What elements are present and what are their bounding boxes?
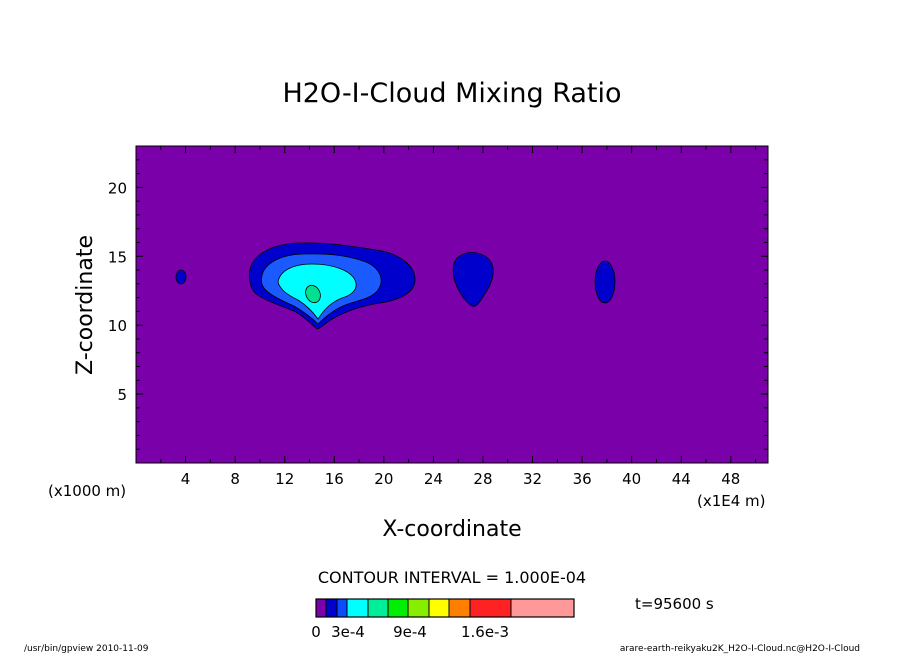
colorbar-swatch bbox=[336, 598, 348, 618]
colorbar-swatch bbox=[510, 598, 575, 618]
x-axis-ticks: 4 8 12 16 20 24 28 32 36 40 44 48 bbox=[160, 146, 757, 488]
plot-area bbox=[135, 145, 769, 464]
x-tick-label: 12 bbox=[275, 470, 294, 488]
y-tick-label: 10 bbox=[108, 317, 127, 335]
footer-right: arare-earth-reikyaku2K_H2O-I-Cloud.nc@H2… bbox=[620, 644, 860, 654]
plot-frame bbox=[135, 145, 769, 464]
contour-level-1-cloud-x38 bbox=[594, 260, 616, 304]
plot-background bbox=[136, 146, 768, 463]
colorbar-swatch bbox=[367, 598, 389, 618]
colorbar-swatch bbox=[469, 598, 512, 618]
x-tick-label: 32 bbox=[523, 470, 542, 488]
y-axis-label: Z-coordinate bbox=[73, 235, 98, 375]
x-tick-label: 48 bbox=[721, 470, 740, 488]
y-axis-ticks: 5 10 15 20 bbox=[108, 145, 768, 450]
colorbar-label: 0 bbox=[311, 623, 321, 641]
x-tick-label: 36 bbox=[573, 470, 592, 488]
colorbar-swatch bbox=[387, 598, 409, 618]
colorbar-swatch bbox=[315, 598, 327, 618]
colorbar-labels: 0 3e-4 9e-4 1.6e-3 bbox=[311, 623, 509, 641]
x-tick-label: 4 bbox=[181, 470, 191, 488]
x-tick-label: 28 bbox=[473, 470, 492, 488]
colorbar-label: 3e-4 bbox=[331, 623, 365, 641]
colorbar-swatch bbox=[448, 598, 471, 618]
y-tick-label: 5 bbox=[117, 386, 127, 404]
x-tick-label: 24 bbox=[424, 470, 443, 488]
x-axis-label: X-coordinate bbox=[382, 517, 521, 542]
time-label: t=95600 s bbox=[635, 595, 714, 613]
colorbar-swatch bbox=[346, 598, 369, 618]
x-axis-unit-right: (x1E4 m) bbox=[697, 492, 766, 510]
contour-level-1-cloud-x27 bbox=[452, 252, 494, 307]
contour-level-1-cloud-x4 bbox=[175, 269, 187, 285]
x-tick-label: 44 bbox=[672, 470, 691, 488]
chart-title: H2O-I-Cloud Mixing Ratio bbox=[282, 78, 621, 109]
colorbar-swatch bbox=[407, 598, 430, 618]
colorbar-swatch bbox=[428, 598, 450, 618]
contour-interval-text: CONTOUR INTERVAL = 1.000E-04 bbox=[318, 568, 586, 587]
footer-left: /usr/bin/gpview 2010-11-09 bbox=[24, 644, 149, 654]
x-axis-unit-left: (x1000 m) bbox=[48, 482, 126, 500]
colorbar-label: 1.6e-3 bbox=[461, 623, 509, 641]
colorbar-frame bbox=[315, 598, 575, 618]
colorbar-swatch bbox=[325, 598, 338, 618]
colorbar-label: 9e-4 bbox=[393, 623, 427, 641]
x-tick-label: 8 bbox=[230, 470, 240, 488]
x-tick-label: 40 bbox=[622, 470, 641, 488]
y-tick-label: 15 bbox=[108, 248, 127, 266]
x-tick-label: 16 bbox=[325, 470, 344, 488]
x-tick-label: 20 bbox=[374, 470, 393, 488]
colorbar bbox=[315, 598, 575, 618]
contour-level-4-main-cloud bbox=[305, 284, 321, 304]
y-tick-label: 20 bbox=[108, 179, 127, 197]
